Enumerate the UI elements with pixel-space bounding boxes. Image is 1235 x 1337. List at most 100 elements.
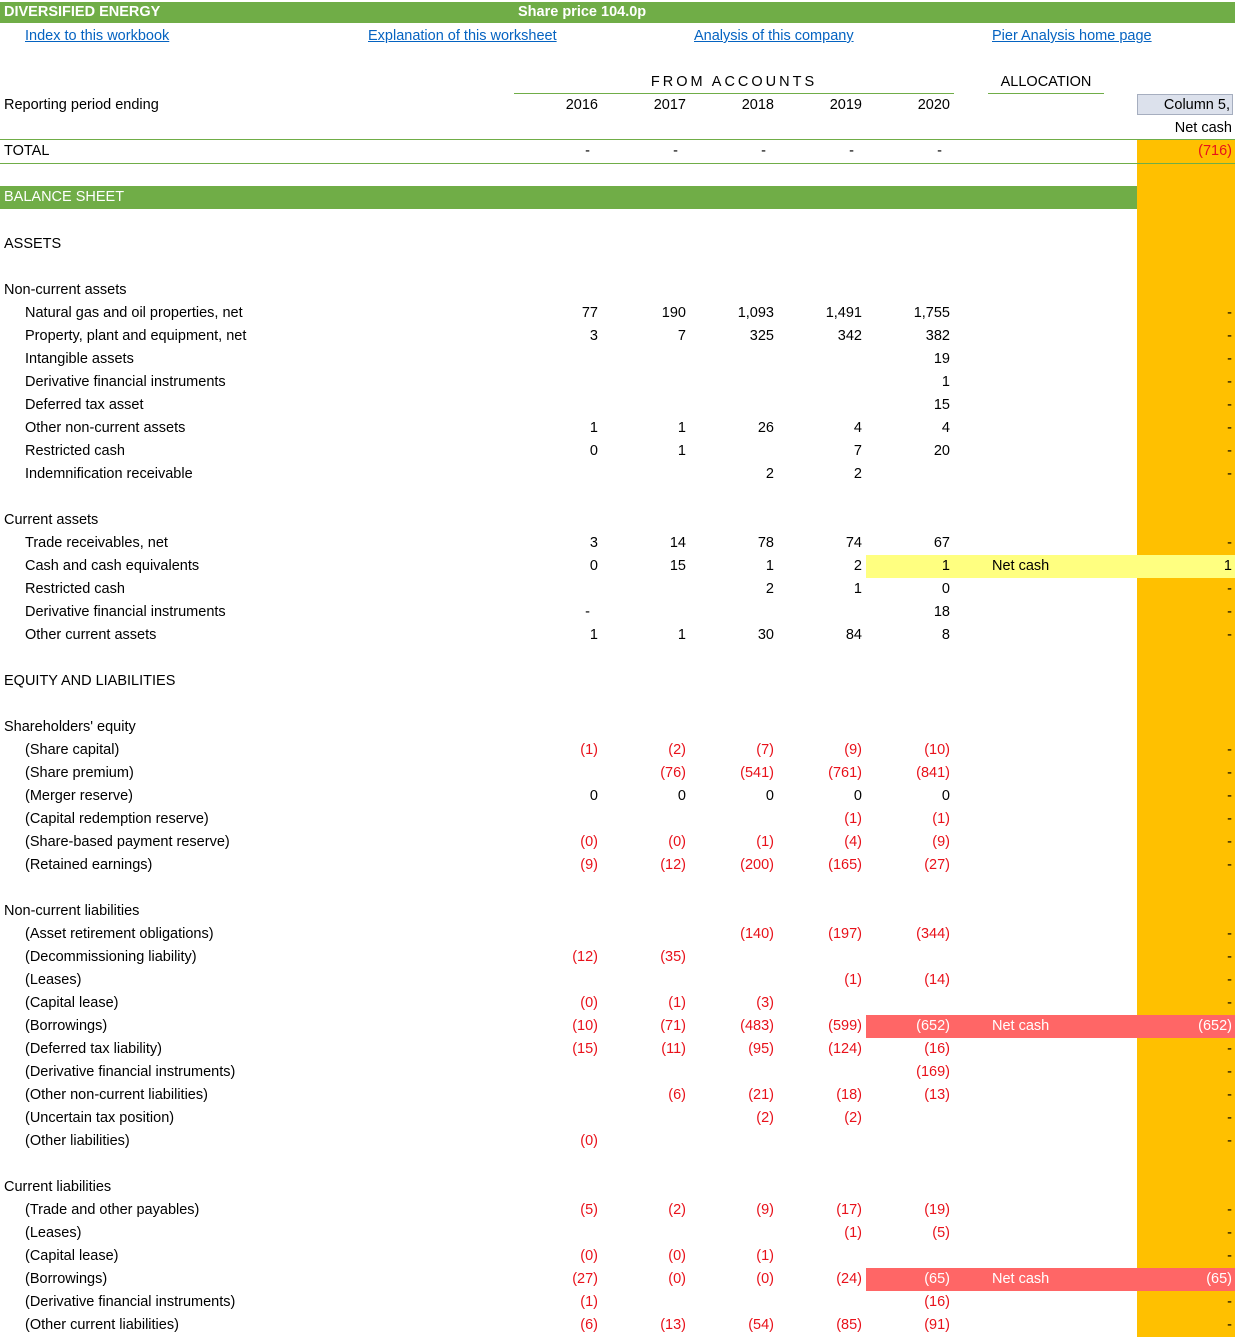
table-row: (Derivative financial instruments) (169) - xyxy=(0,1061,1235,1084)
value-2017: 1 xyxy=(677,420,686,436)
balance-sheet-title: BALANCE SHEET xyxy=(4,189,125,205)
value-2016: 0 xyxy=(589,558,598,574)
table-row: Derivative financial instruments 1 - xyxy=(0,371,1235,394)
row-label: (Other liabilities) xyxy=(25,1133,130,1149)
index-link[interactable]: Index to this workbook xyxy=(25,28,170,44)
value-2020 xyxy=(870,1245,950,1268)
allocation-highlight xyxy=(866,1015,1235,1038)
value-2018: (200) xyxy=(740,857,774,873)
row-label: (Capital redemption reserve) xyxy=(25,811,209,827)
value-2017: (11) xyxy=(661,1041,686,1057)
current-assets-row: Current assets xyxy=(0,509,1235,532)
row-label: Cash and cash equivalents xyxy=(25,558,200,574)
value-2016: - xyxy=(585,604,590,620)
value-2018: (0) xyxy=(756,1271,774,1287)
value-2017: (13) xyxy=(660,1317,686,1333)
value-2019: 2 xyxy=(853,558,862,574)
value-2016 xyxy=(518,808,598,831)
value-2019: (761) xyxy=(828,765,862,781)
total-row: TOTAL - - - - - (716) xyxy=(0,140,1235,163)
column-5-value: - xyxy=(1227,581,1232,597)
value-2018 xyxy=(694,601,774,624)
value-2018 xyxy=(694,1222,774,1245)
value-2019 xyxy=(782,371,862,394)
share-price: Share price 104.0p xyxy=(518,4,647,20)
value-2020: (10) xyxy=(924,742,950,758)
value-2019: (18) xyxy=(836,1087,862,1103)
value-2017: (76) xyxy=(660,765,686,781)
row-label: Natural gas and oil properties, net xyxy=(25,305,243,321)
equity-liabilities-heading: EQUITY AND LIABILITIES xyxy=(4,673,176,689)
analysis-link[interactable]: Analysis of this company xyxy=(694,28,854,44)
table-row: (Share-based payment reserve) (0) (0) (1) (4… xyxy=(0,831,1235,854)
value-2017: (71) xyxy=(660,1018,686,1034)
row-label: (Share-based payment reserve) xyxy=(25,834,230,850)
column-5-value: (65) xyxy=(1206,1271,1232,1287)
assets-heading-row: ASSETS xyxy=(0,233,1235,256)
column-5-header[interactable]: Column 5, xyxy=(1137,94,1233,115)
explanation-link[interactable]: Explanation of this worksheet xyxy=(368,28,557,44)
value-2018: 1 xyxy=(765,558,774,574)
value-2020: (91) xyxy=(924,1317,950,1333)
value-2018: (1) xyxy=(756,1248,774,1264)
value-2018: (2) xyxy=(756,1110,774,1126)
value-2019 xyxy=(782,601,862,624)
value-2017: (35) xyxy=(660,949,686,965)
value-2018: 2 xyxy=(765,581,774,597)
table-row: Restricted cash 2 1 0 - xyxy=(0,578,1235,601)
total-2019: - xyxy=(849,143,854,159)
value-2017: 14 xyxy=(669,535,686,551)
total-2018: - xyxy=(761,143,766,159)
allocation-value: Net cash xyxy=(992,1271,1050,1287)
value-2018: (95) xyxy=(748,1041,774,1057)
row-label: (Trade and other payables) xyxy=(25,1202,200,1218)
value-2020: (14) xyxy=(924,972,950,988)
row-label: Deferred tax asset xyxy=(25,397,144,413)
allocation-value: Net cash xyxy=(992,558,1050,574)
home-page-link[interactable]: Pier Analysis home page xyxy=(992,28,1152,44)
value-2016 xyxy=(518,1061,598,1084)
value-2019: 7 xyxy=(853,443,862,459)
value-2019 xyxy=(782,946,862,969)
column-5-value: - xyxy=(1227,1133,1232,1149)
allocation-highlight xyxy=(866,1268,1235,1291)
non-current-assets-heading: Non-current assets xyxy=(4,282,127,298)
column-5-value: - xyxy=(1227,1041,1232,1057)
value-2016 xyxy=(518,1222,598,1245)
value-2017 xyxy=(606,1061,686,1084)
value-2020: 20 xyxy=(933,443,950,459)
header-rule xyxy=(0,139,1235,140)
table-row: (Capital lease) (0) (0) (1) - xyxy=(0,1245,1235,1268)
row-label: (Share premium) xyxy=(25,765,134,781)
column-5-value: - xyxy=(1227,1064,1232,1080)
column-5-value: - xyxy=(1227,1110,1232,1126)
value-2019: 84 xyxy=(845,627,862,643)
row-label: Property, plant and equipment, net xyxy=(25,328,247,344)
value-2019: (24) xyxy=(836,1271,862,1287)
row-label: (Other current liabilities) xyxy=(25,1317,179,1333)
table-row: (Other non-current liabilities) (6) (21) (1… xyxy=(0,1084,1235,1107)
table-row: (Other liabilities) (0) - xyxy=(0,1130,1235,1153)
value-2016 xyxy=(518,371,598,394)
value-2018 xyxy=(694,808,774,831)
value-2019: (9) xyxy=(844,742,862,758)
total-2020: - xyxy=(937,143,942,159)
total-rule xyxy=(0,163,1235,164)
value-2019: (197) xyxy=(828,926,862,942)
column-5-value: - xyxy=(1227,1294,1232,1310)
value-2020: 1,755 xyxy=(913,305,950,321)
table-row: (Borrowings) (27) (0) (0) (24) (65) Net cash (6… xyxy=(0,1268,1235,1291)
value-2019: 2 xyxy=(853,466,862,482)
value-2019: (1) xyxy=(844,811,862,827)
value-2016 xyxy=(518,463,598,486)
value-2016: (1) xyxy=(580,1294,598,1310)
company-name: DIVERSIFIED ENERGY xyxy=(4,4,161,20)
value-2017: 0 xyxy=(677,788,686,804)
value-2017: (1) xyxy=(668,995,686,1011)
row-label: (Borrowings) xyxy=(25,1271,108,1287)
value-2019: (2) xyxy=(844,1110,862,1126)
column-5-value: - xyxy=(1227,420,1232,436)
column-5-value: - xyxy=(1227,995,1232,1011)
column-5-value: - xyxy=(1227,857,1232,873)
column-5-value: 1 xyxy=(1223,558,1232,574)
